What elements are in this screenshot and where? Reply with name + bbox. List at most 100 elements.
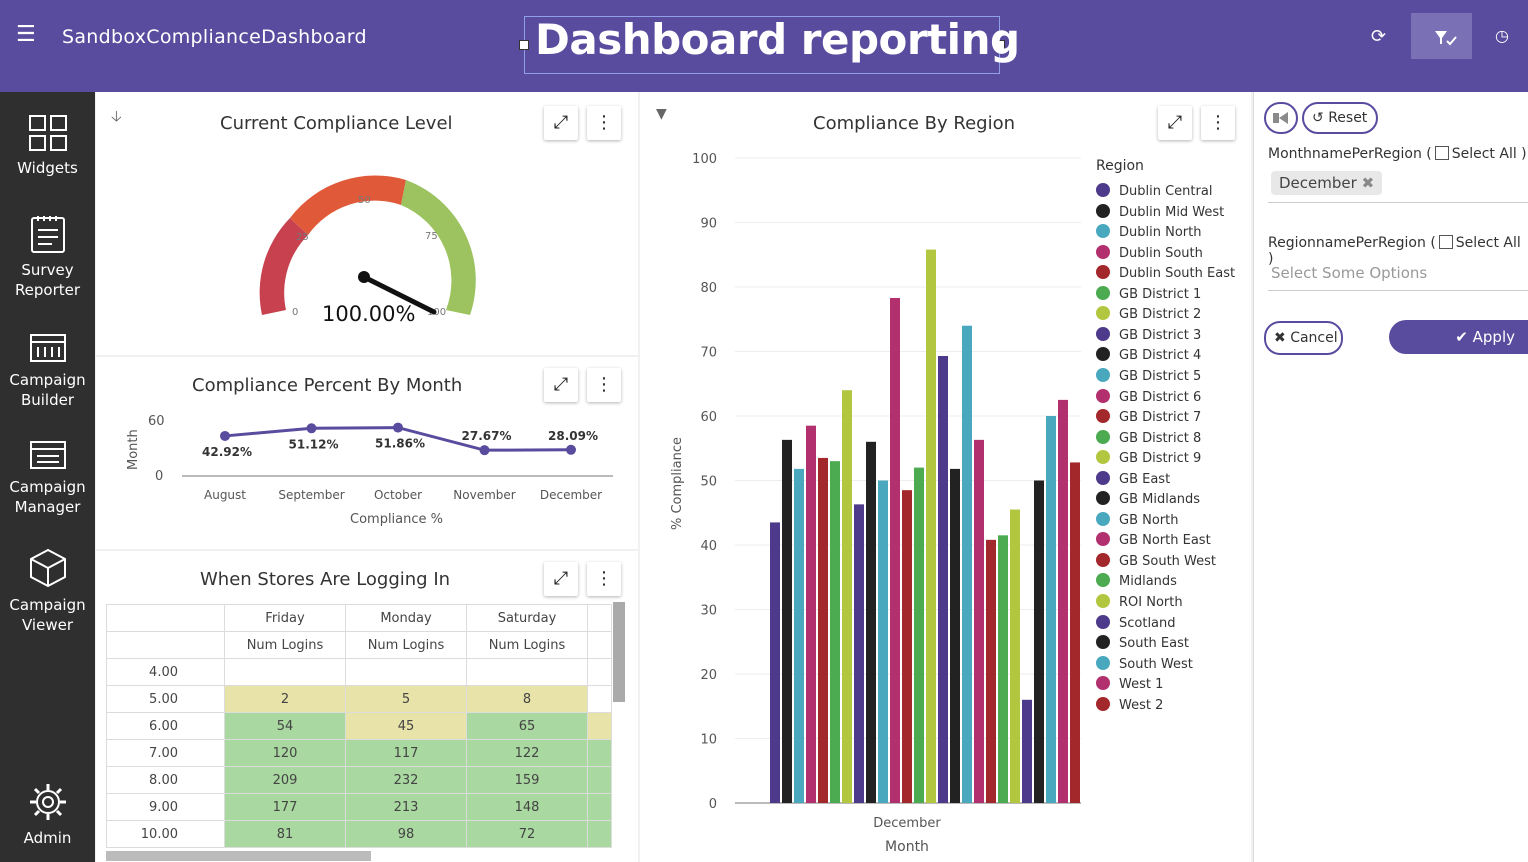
expand-icon[interactable]: ⤢ xyxy=(544,562,578,596)
legend-item[interactable]: GB South West xyxy=(1096,552,1216,569)
table-cell[interactable]: 232 xyxy=(345,766,467,794)
expand-icon[interactable]: ⤢ xyxy=(1158,106,1192,140)
more-options-icon[interactable]: ⋮ xyxy=(587,562,621,596)
legend-item[interactable]: Dublin Mid West xyxy=(1096,203,1224,220)
remove-tag-icon[interactable]: ✖ xyxy=(1361,174,1375,192)
refresh-icon[interactable]: ⟳ xyxy=(1371,26,1387,47)
column-header[interactable]: Saturday xyxy=(466,604,588,632)
cancel-button[interactable]: ✖ Cancel xyxy=(1264,321,1343,355)
bar[interactable] xyxy=(974,439,984,803)
line-point[interactable] xyxy=(393,422,403,433)
sidebar-item-campaign-viewer[interactable]: Campaign Viewer xyxy=(0,547,95,635)
more-options-icon[interactable]: ⋮ xyxy=(587,106,621,140)
legend-item[interactable]: GB District 8 xyxy=(1096,429,1201,446)
table-cell[interactable]: 98 xyxy=(345,820,467,848)
legend-item[interactable]: South West xyxy=(1096,655,1193,672)
bar[interactable] xyxy=(962,325,972,803)
table-cell[interactable] xyxy=(224,658,346,686)
legend-item[interactable]: West 1 xyxy=(1096,676,1163,692)
bar[interactable] xyxy=(770,522,780,803)
table-cell[interactable]: 148 xyxy=(466,793,588,821)
bar[interactable] xyxy=(806,425,816,803)
legend-item[interactable]: West 2 xyxy=(1096,696,1163,713)
selection-handle-right[interactable] xyxy=(995,40,1005,50)
download-arrow-icon[interactable]: 🡣 xyxy=(111,107,122,125)
selected-month-tag[interactable]: December ✖ xyxy=(1271,171,1383,195)
table-cell[interactable]: 65 xyxy=(466,712,588,740)
table-cell[interactable]: 117 xyxy=(345,739,467,767)
legend-item[interactable]: GB District 3 xyxy=(1096,326,1201,343)
bar[interactable] xyxy=(866,441,876,803)
bar[interactable] xyxy=(794,468,804,803)
legend-item[interactable]: GB District 7 xyxy=(1096,409,1201,425)
reset-button[interactable]: ↺ Reset xyxy=(1302,102,1378,134)
apply-button[interactable]: ✔ Apply xyxy=(1389,320,1528,354)
legend-item[interactable]: Dublin North xyxy=(1096,224,1201,240)
vertical-scrollbar[interactable] xyxy=(613,602,625,702)
table-cell[interactable]: 72 xyxy=(466,820,588,848)
legend-item[interactable]: GB Midlands xyxy=(1096,491,1200,507)
table-cell[interactable]: 213 xyxy=(345,793,467,821)
expand-icon[interactable]: ⤢ xyxy=(544,106,578,140)
table-cell[interactable] xyxy=(466,658,588,686)
bar[interactable] xyxy=(830,461,840,803)
bar[interactable] xyxy=(782,439,792,803)
legend-item[interactable]: GB North xyxy=(1096,511,1178,528)
legend-item[interactable]: GB District 1 xyxy=(1096,285,1201,302)
more-options-icon[interactable]: ⋮ xyxy=(587,368,621,402)
legend-item[interactable]: Scotland xyxy=(1096,614,1176,631)
clock-icon[interactable]: ◷ xyxy=(1495,26,1509,45)
line-point[interactable] xyxy=(306,423,317,434)
bar[interactable] xyxy=(1046,416,1056,803)
table-cell[interactable]: 2 xyxy=(224,685,346,713)
table-cell[interactable]: 209 xyxy=(224,766,346,794)
legend-item[interactable]: South East xyxy=(1096,635,1189,651)
bar[interactable] xyxy=(950,468,960,803)
hamburger-icon[interactable]: ☰ xyxy=(16,22,36,47)
bar[interactable] xyxy=(1022,699,1032,803)
table-cell[interactable]: 8 xyxy=(466,685,588,713)
legend-item[interactable]: GB District 9 xyxy=(1096,450,1201,466)
table-cell[interactable]: 159 xyxy=(466,766,588,794)
sidebar-item-survey-reporter[interactable]: Survey Reporter xyxy=(0,212,95,300)
collapse-button[interactable] xyxy=(1264,102,1298,134)
bar[interactable] xyxy=(842,390,852,803)
bar[interactable] xyxy=(878,480,888,804)
legend-item[interactable]: GB East xyxy=(1096,470,1170,487)
line-point[interactable] xyxy=(220,430,230,441)
bar[interactable] xyxy=(938,356,948,803)
table-cell[interactable]: 122 xyxy=(466,739,588,767)
bar[interactable] xyxy=(818,457,828,803)
legend-item[interactable]: Dublin Central xyxy=(1096,183,1212,199)
legend-item[interactable]: GB District 6 xyxy=(1096,388,1201,405)
sidebar-item-campaign-builder[interactable]: Campaign Builder xyxy=(0,332,95,410)
select-all-checkbox[interactable] xyxy=(1438,235,1453,249)
column-header[interactable]: Monday xyxy=(345,604,467,632)
table-cell[interactable]: 120 xyxy=(224,739,346,767)
legend-item[interactable]: Midlands xyxy=(1096,573,1177,589)
app-title[interactable]: SandboxComplianceDashboard xyxy=(62,26,367,48)
line-point[interactable] xyxy=(479,445,490,456)
table-cell[interactable]: 81 xyxy=(224,820,346,848)
bar[interactable] xyxy=(914,467,924,803)
bar[interactable] xyxy=(1070,462,1080,803)
bar[interactable] xyxy=(986,539,996,803)
column-header[interactable]: Friday xyxy=(224,604,346,632)
legend-item[interactable]: Dublin South East xyxy=(1096,265,1235,281)
table-cell[interactable] xyxy=(345,658,467,686)
legend-item[interactable]: GB District 5 xyxy=(1096,367,1201,384)
expand-icon[interactable]: ⤢ xyxy=(544,368,578,402)
horizontal-scrollbar[interactable] xyxy=(106,851,371,861)
legend-item[interactable]: GB District 4 xyxy=(1096,347,1201,363)
sidebar-item-campaign-manager[interactable]: Campaign Manager xyxy=(0,439,95,517)
bar[interactable] xyxy=(1058,399,1068,803)
line-point[interactable] xyxy=(566,444,576,455)
bar[interactable] xyxy=(1034,480,1044,804)
bar[interactable] xyxy=(1010,509,1020,803)
bar[interactable] xyxy=(998,535,1008,803)
table-cell[interactable]: 54 xyxy=(224,712,346,740)
sidebar-item-admin[interactable]: Admin xyxy=(0,782,95,848)
bar[interactable] xyxy=(854,504,864,803)
legend-item[interactable]: GB North East xyxy=(1096,532,1211,548)
select-all-checkbox[interactable] xyxy=(1434,146,1449,160)
